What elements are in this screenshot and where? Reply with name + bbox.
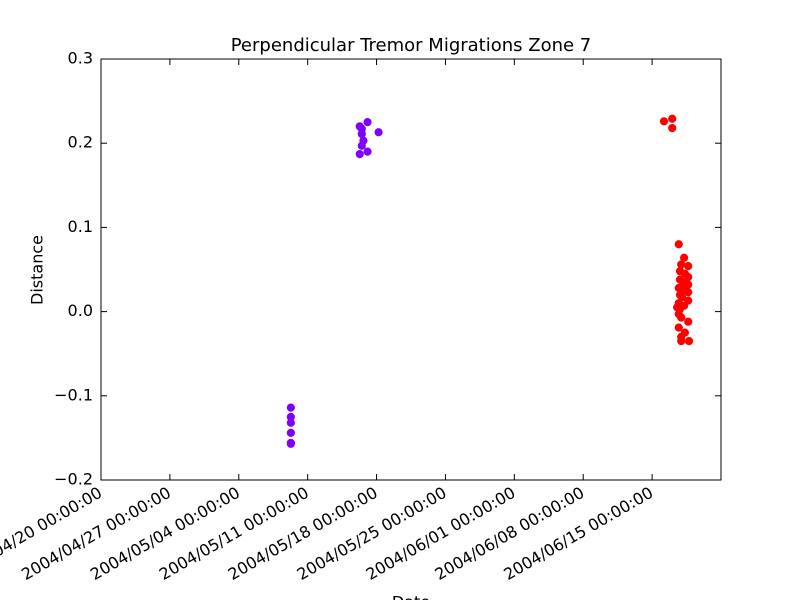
point: [363, 118, 372, 127]
x-axis-label: Date: [392, 593, 430, 600]
point: [357, 129, 366, 139]
point: [286, 418, 295, 427]
plot-frame: [100, 58, 722, 481]
point: [363, 147, 372, 156]
point: [357, 141, 366, 150]
point: [679, 253, 689, 262]
point: [673, 303, 682, 312]
point: [677, 336, 686, 346]
point: [684, 262, 693, 271]
y-axis-label: Distance: [28, 235, 47, 305]
point: [674, 323, 683, 332]
point: [374, 128, 383, 137]
point: [286, 439, 295, 448]
point: [668, 114, 677, 123]
point: [684, 317, 693, 326]
chart-title: Perpendicular Tremor Migrations Zone 7: [231, 35, 592, 56]
y-tick-label: −0.2: [54, 470, 93, 489]
point: [659, 117, 669, 126]
point: [355, 150, 364, 159]
y-tick-label: 0.1: [68, 217, 93, 236]
y-tick-label: 0.2: [68, 133, 93, 152]
point: [668, 123, 677, 133]
y-tick-label: −0.1: [54, 385, 93, 404]
y-tick-label: 0.3: [68, 49, 93, 68]
point: [286, 428, 295, 437]
point: [674, 240, 683, 249]
point: [286, 403, 295, 412]
point: [684, 336, 694, 346]
point: [677, 313, 686, 322]
y-tick-label: 0.0: [68, 301, 93, 320]
point: [684, 288, 693, 297]
point: [677, 260, 686, 269]
